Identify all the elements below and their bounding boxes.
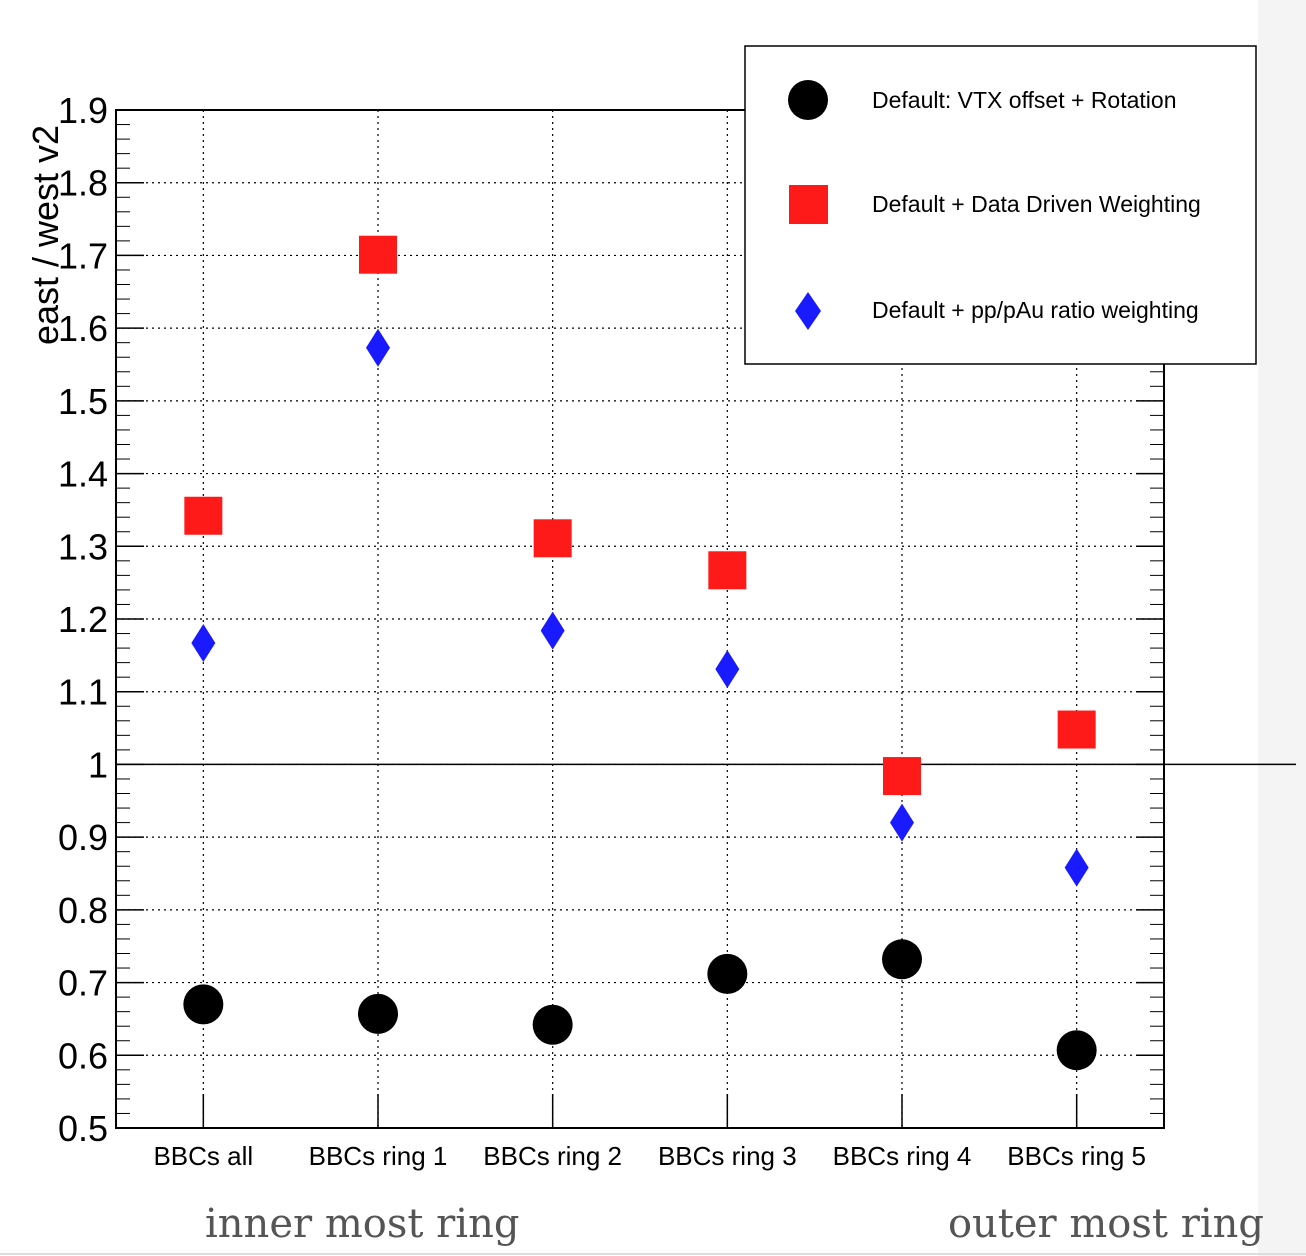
y-tick-label: 0.7 [58,963,108,1004]
y-tick-label: 1.8 [58,163,108,204]
data-point-diamond [540,611,565,650]
data-point-diamond [890,803,914,842]
data-point-square [184,496,223,535]
legend-label-series-3: Default + pp/pAu ratio weighting [872,297,1199,323]
y-tick-label: 1.5 [58,381,108,422]
data-point-square [708,551,747,590]
x-category-label: BBCs ring 1 [309,1141,448,1171]
legend-label-series-2: Default + Data Driven Weighting [872,191,1201,217]
y-tick-label: 1.7 [58,235,108,276]
x-category-label: BBCs ring 4 [833,1141,972,1171]
x-category-label: BBCs ring 2 [483,1141,622,1171]
data-point-circle [183,984,224,1025]
legend-circle-marker [788,80,828,120]
data-point-circle [707,953,748,994]
x-category-label: BBCs all [153,1141,253,1171]
data-point-circle [882,939,922,980]
data-point-diamond [191,623,216,662]
data-point-circle [358,993,398,1034]
data-point-circle [1056,1030,1097,1071]
legend-box [744,45,1257,365]
y-tick-label: 0.6 [58,1035,108,1076]
data-point-square [883,757,921,796]
y-tick-label: 1.1 [58,672,108,713]
y-tick-label: 1.2 [58,599,108,640]
y-tick-label: 1.9 [58,90,108,131]
legend-diamond-marker [795,292,821,330]
data-point-diamond [1064,848,1089,887]
data-point-diamond [715,650,740,689]
data-point-circle [532,1004,573,1045]
x-axis: BBCs all BBCs ring 1 BBCs ring 2 BBCs ring … [153,1094,1146,1171]
data-point-square [533,519,572,558]
data-point-diamond [366,328,390,367]
data-point-square [1057,710,1096,749]
y-tick-label: 0.9 [58,817,108,858]
y-axis: 0.5 0.6 0.7 0.8 0.9 1 1.1 1.2 1.3 1.4 1.5 1.6 1.7 1.8… [58,90,1164,1149]
y-tick-label: 0.5 [58,1108,108,1149]
y-tick-label: 1 [88,744,108,785]
y-tick-label: 1.6 [58,308,108,349]
right-edge-panel [1258,0,1306,1256]
legend-label-series-1: Default: VTX offset + Rotation [872,87,1177,113]
inner-ring-annotation: inner most ring [205,1201,519,1247]
y-axis-title: east / west v2 [25,125,66,345]
data-marks [183,235,1097,1071]
legend: Default: VTX offset + Rotation Default +… [744,45,1257,365]
x-category-label: BBCs ring 5 [1007,1141,1146,1171]
outer-ring-annotation: outer most ring [948,1201,1264,1247]
legend-square-marker [789,185,828,224]
y-tick-label: 0.8 [58,890,108,931]
y-tick-label: 1.4 [58,454,108,495]
data-point-square [359,235,397,274]
y-tick-label: 1.3 [58,526,108,567]
x-category-label: BBCs ring 3 [658,1141,797,1171]
